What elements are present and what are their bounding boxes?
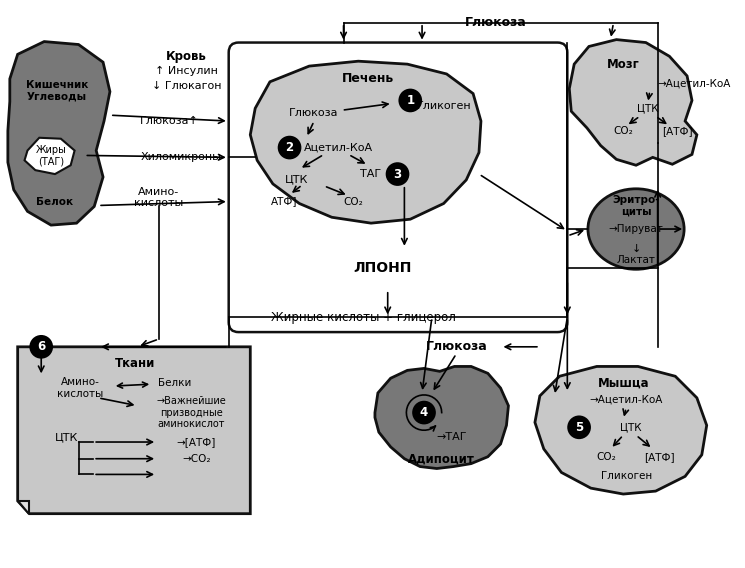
Polygon shape	[250, 61, 481, 223]
Text: →Пируват: →Пируват	[609, 224, 663, 234]
Text: 6: 6	[37, 340, 45, 353]
Circle shape	[568, 416, 590, 438]
Polygon shape	[25, 138, 74, 174]
Text: CO₂: CO₂	[343, 197, 364, 207]
Text: →ТАГ: →ТАГ	[437, 432, 467, 442]
Text: 3: 3	[393, 168, 402, 181]
Text: ↓: ↓	[631, 244, 641, 254]
Text: 2: 2	[285, 141, 294, 154]
Text: →Ацетил-КоА: →Ацетил-КоА	[589, 395, 663, 405]
Circle shape	[399, 90, 421, 111]
Text: [АТФ]: [АТФ]	[662, 126, 693, 136]
Text: ЦТК: ЦТК	[621, 422, 642, 432]
Text: 4: 4	[420, 406, 428, 419]
Text: Хиломикроны: Хиломикроны	[141, 152, 222, 162]
Text: Эритро-
циты: Эритро- циты	[612, 195, 660, 216]
Text: ЛПОНП: ЛПОНП	[354, 261, 412, 275]
Text: →[АТФ]: →[АТФ]	[177, 437, 216, 447]
Text: Гликоген: Гликоген	[417, 101, 472, 111]
Text: Амино-
кислоты: Амино- кислоты	[57, 377, 104, 399]
Text: ЦТК: ЦТК	[637, 103, 659, 113]
Text: Кровь: Кровь	[166, 50, 207, 63]
Text: 1: 1	[406, 94, 414, 107]
Text: →CO₂: →CO₂	[182, 454, 211, 463]
Circle shape	[279, 137, 300, 158]
Text: ↑ Инсулин: ↑ Инсулин	[155, 66, 218, 76]
Circle shape	[31, 336, 52, 358]
Text: Ткани: Ткани	[115, 357, 156, 370]
Ellipse shape	[588, 189, 684, 269]
Text: CO₂: CO₂	[597, 452, 616, 462]
Text: ТАГ: ТАГ	[361, 169, 381, 179]
Text: Глюкоза: Глюкоза	[289, 108, 339, 118]
Polygon shape	[8, 41, 110, 225]
Text: Гликоген: Гликоген	[600, 471, 652, 481]
Polygon shape	[569, 40, 697, 165]
Circle shape	[387, 163, 408, 185]
Text: Жиры
(ТАГ): Жиры (ТАГ)	[36, 145, 66, 166]
Text: Мозг: Мозг	[607, 57, 640, 70]
Text: Ацетил-КоА: Ацетил-КоА	[304, 143, 373, 153]
Text: Мышца: Мышца	[597, 377, 649, 390]
Text: Жирные кислоты + глицерол: Жирные кислоты + глицерол	[270, 311, 456, 324]
Text: ↓ Глюкагон: ↓ Глюкагон	[152, 81, 221, 91]
Text: Белки: Белки	[158, 378, 191, 388]
Text: ЦТК: ЦТК	[55, 432, 78, 442]
Text: Адипоцит: Адипоцит	[408, 452, 475, 465]
Polygon shape	[375, 366, 508, 469]
Text: Глюкоза: Глюкоза	[465, 16, 527, 30]
Text: Лактат: Лактат	[617, 256, 656, 265]
Text: Глюкоза↑: Глюкоза↑	[139, 116, 198, 126]
Text: Белок: Белок	[37, 197, 74, 207]
Circle shape	[413, 402, 435, 423]
Text: ЦТК: ЦТК	[285, 174, 308, 184]
Text: →Важнейшие
призводные
аминокислот: →Важнейшие призводные аминокислот	[156, 396, 226, 429]
Text: Кишечник
Углеводы: Кишечник Углеводы	[26, 80, 88, 102]
Text: Амино-
кислоты: Амино- кислоты	[134, 187, 183, 208]
Text: Глюкоза: Глюкоза	[425, 340, 487, 353]
Polygon shape	[535, 366, 707, 494]
Polygon shape	[18, 501, 30, 513]
Text: АТФ]: АТФ]	[271, 197, 298, 207]
Text: [АТФ]: [АТФ]	[644, 452, 675, 462]
Polygon shape	[18, 347, 250, 513]
Text: CO₂: CO₂	[613, 126, 633, 136]
Text: Печень: Печень	[342, 72, 394, 85]
Text: 5: 5	[575, 421, 583, 434]
Text: →Ацетил-КоА: →Ацетил-КоА	[658, 79, 731, 89]
